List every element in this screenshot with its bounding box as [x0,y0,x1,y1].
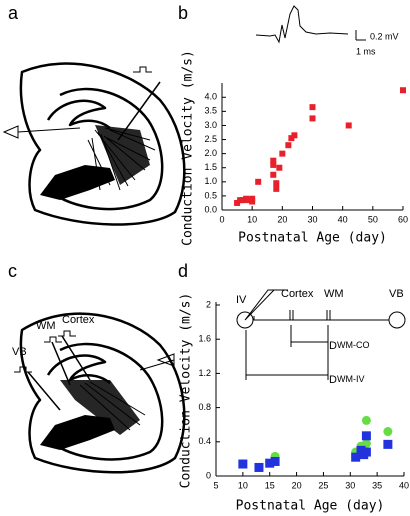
diagram-label: Cortex [62,314,95,326]
x-axis-label: Postnatal Age (day) [238,231,387,246]
point [361,431,371,441]
point [243,195,250,202]
point [254,462,264,472]
x-tick-label: 60 [398,214,408,224]
point [270,161,277,168]
y-tick-label: 1.2 [198,368,211,378]
point [265,458,275,468]
y-tick-label: 2.0 [204,148,217,158]
point [279,150,286,157]
x-tick-label: 50 [368,214,378,224]
y-tick-label: 1.6 [198,334,211,344]
point [383,439,393,449]
point [400,87,406,94]
point [276,164,283,171]
point [238,459,248,469]
point [361,439,371,449]
inset-schematic: IV Cortex WM VB DWM-CO DWM-IV [236,288,406,386]
y-axis-label: Conduction Velocity (m/s) [179,293,194,489]
distance-label: DWM-CO [329,340,369,352]
point [273,185,280,192]
panel-label: d [178,261,188,281]
point [240,197,247,204]
y-tick-label: 3.5 [204,106,217,116]
x-tick-label: 5 [213,480,218,490]
distance-label: DWM-IV [329,374,364,386]
point [309,104,316,111]
distance-main: D [329,374,337,386]
point [270,157,277,164]
point [291,132,298,139]
slice-diagram-a [2,62,186,226]
y-tick-label: 0.8 [198,402,211,412]
point [255,178,262,185]
x-tick-label: 40 [399,480,409,490]
x-tick-label: 20 [277,214,287,224]
point [345,122,352,129]
distance-main: D [329,340,337,352]
inset-label: IV [236,294,247,306]
y-tick-label: 0 [206,470,211,480]
point [273,180,280,187]
point [361,447,371,457]
x-tick-label: 30 [345,480,355,490]
distance-sub: WM-CO [337,340,370,350]
point [237,197,244,204]
point [270,171,277,178]
point [270,456,280,466]
point [249,195,256,202]
inset-label: WM [324,288,344,300]
scale-label: 0.2 mV [370,31,399,41]
panel-label: b [178,3,188,23]
distance-sub: WM-IV [337,374,365,384]
x-tick-label: 10 [238,480,248,490]
panel-label: a [8,3,19,23]
y-tick-label: 1.5 [204,162,217,172]
inset-label: Cortex [281,288,314,300]
panel-label: c [8,261,17,281]
x-tick-label: 30 [307,214,317,224]
x-axis-label: Postnatal Age (day) [236,499,385,514]
y-tick-label: 4.0 [204,92,217,102]
x-tick-label: 10 [247,214,257,224]
point [285,142,292,149]
y-axis-label: Conduction Velocity (m/s) [181,50,196,246]
y-tick-label: 2 [206,299,211,309]
y-tick-label: 3.0 [204,120,217,130]
x-tick-label: 0 [219,214,224,224]
trace: 0.2 mV 1 ms [255,5,399,56]
x-tick-label: 25 [318,480,328,490]
point [234,199,241,206]
y-tick-label: 0.4 [198,436,211,446]
scale-label: 1 ms [356,46,376,56]
point [309,115,316,122]
slice-diagram-c: VB WM Cortex [12,312,186,474]
diagram-label: VB [12,346,27,358]
point [288,135,295,142]
y-tick-label: 2.5 [204,134,217,144]
x-tick-label: 40 [338,214,348,224]
point [246,197,253,204]
point [361,415,371,425]
inset-label: VB [389,288,404,300]
x-tick-label: 15 [265,480,275,490]
y-tick-label: 0.0 [204,204,217,214]
x-tick-label: 35 [372,480,382,490]
y-tick-label: 0.5 [204,190,217,200]
diagram-label: WM [36,320,56,332]
point [383,427,393,437]
point [351,452,361,462]
y-tick-label: 1.0 [204,176,217,186]
x-tick-label: 20 [292,480,302,490]
